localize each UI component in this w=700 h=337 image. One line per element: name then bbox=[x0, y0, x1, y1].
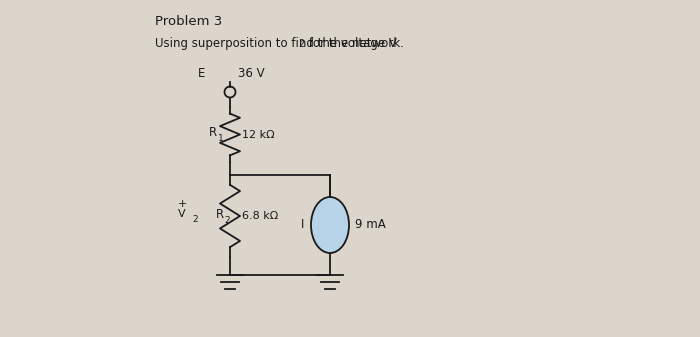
Text: for the network.: for the network. bbox=[305, 37, 404, 50]
Text: 2: 2 bbox=[192, 214, 197, 223]
Text: 12 kΩ: 12 kΩ bbox=[242, 129, 274, 140]
Text: Using superposition to find the voltage V: Using superposition to find the voltage … bbox=[155, 37, 397, 50]
Text: +: + bbox=[178, 199, 188, 209]
Ellipse shape bbox=[311, 197, 349, 253]
Text: 2: 2 bbox=[298, 39, 304, 49]
Text: 36 V: 36 V bbox=[237, 67, 264, 80]
Text: 1: 1 bbox=[218, 134, 224, 143]
Text: E: E bbox=[197, 67, 205, 80]
Text: R: R bbox=[216, 208, 224, 220]
Text: 6.8 kΩ: 6.8 kΩ bbox=[242, 211, 279, 221]
Text: V: V bbox=[178, 209, 186, 219]
Text: I: I bbox=[300, 218, 304, 232]
Text: 2: 2 bbox=[225, 215, 230, 224]
Text: Problem 3: Problem 3 bbox=[155, 15, 223, 28]
Text: R: R bbox=[209, 126, 217, 139]
Text: 9 mA: 9 mA bbox=[355, 218, 386, 232]
